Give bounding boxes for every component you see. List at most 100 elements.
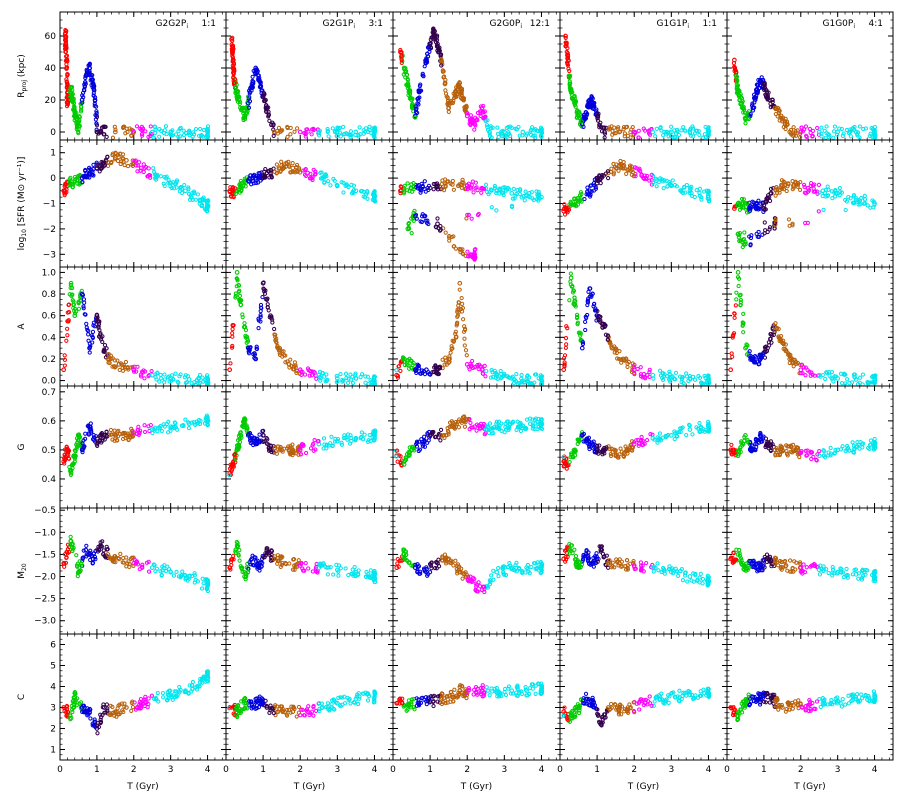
data-point	[501, 192, 506, 198]
data-point	[764, 196, 769, 201]
data-point	[242, 321, 247, 326]
data-point	[96, 162, 101, 167]
data-point	[414, 216, 419, 221]
data-point	[489, 205, 494, 210]
data-point	[705, 194, 710, 199]
data-point	[819, 131, 824, 136]
data-point	[480, 367, 485, 372]
data-point	[229, 194, 234, 199]
data-point	[579, 192, 584, 197]
data-point	[465, 111, 470, 116]
data-point	[568, 199, 573, 204]
data-point	[266, 114, 271, 119]
data-point	[777, 108, 782, 113]
data-point	[419, 214, 425, 219]
data-point	[768, 186, 774, 191]
data-point	[338, 134, 343, 139]
data-point	[303, 132, 308, 137]
data-point	[810, 128, 816, 133]
data-point	[348, 372, 353, 377]
panel-Rproj-1: 0 20 40 60 G2G2Pi 1:1	[45, 11, 227, 141]
panel-ratio: 12:1	[530, 19, 550, 29]
panels-layer: 0 20 40 60 G2G2Pi 1:1 G2G1Pi 3:1 G2G0Pi 12:1 G1G1P…	[34, 11, 894, 775]
data-point	[752, 105, 757, 110]
data-point	[515, 187, 520, 193]
data-point	[506, 131, 512, 136]
data-point	[107, 357, 112, 362]
data-point	[188, 193, 193, 198]
data-point	[72, 174, 78, 180]
data-point	[483, 118, 488, 124]
data-point	[563, 345, 568, 350]
data-point	[92, 97, 98, 103]
data-point	[262, 169, 267, 174]
data-point	[527, 190, 532, 196]
data-point	[605, 175, 611, 181]
data-point	[295, 126, 300, 131]
data-point	[177, 374, 182, 379]
data-point	[411, 184, 416, 190]
data-point	[581, 114, 586, 120]
data-point	[64, 29, 69, 34]
data-point	[567, 68, 572, 74]
data-point	[511, 186, 516, 191]
data-point	[823, 135, 828, 140]
data-point	[276, 125, 282, 130]
data-point	[251, 79, 256, 84]
data-point	[463, 348, 469, 353]
data-point	[539, 194, 544, 200]
data-point	[563, 336, 569, 341]
data-point	[697, 186, 703, 191]
data-point	[80, 100, 85, 105]
data-point	[707, 198, 712, 203]
data-point	[314, 376, 319, 381]
data-point	[447, 357, 452, 362]
data-point	[671, 135, 676, 140]
data-point	[696, 374, 701, 379]
data-point	[230, 322, 235, 328]
data-point	[326, 179, 331, 184]
data-point	[290, 165, 296, 171]
data-point	[806, 188, 812, 193]
data-point	[777, 190, 782, 195]
data-point	[517, 188, 523, 193]
data-point	[599, 129, 605, 134]
data-point	[509, 190, 515, 196]
data-point	[99, 125, 105, 130]
data-point	[94, 121, 99, 126]
data-point	[318, 378, 323, 383]
data-point	[230, 334, 235, 339]
data-point	[149, 368, 154, 374]
data-point	[200, 197, 206, 202]
data-point	[405, 181, 410, 186]
data-point	[230, 35, 235, 40]
data-point	[625, 133, 631, 138]
y-tick-label: 20	[45, 96, 57, 106]
data-point	[294, 162, 300, 168]
data-point	[65, 59, 70, 64]
data-point	[762, 220, 767, 225]
data-point	[565, 56, 570, 61]
data-point	[571, 202, 576, 207]
data-point	[406, 83, 411, 88]
data-point	[103, 124, 108, 129]
data-point	[230, 57, 235, 62]
data-point	[768, 191, 774, 196]
data-point	[682, 128, 687, 133]
data-point	[572, 94, 577, 99]
data-point	[852, 200, 857, 205]
data-point	[61, 367, 67, 373]
data-point	[434, 34, 440, 40]
data-point	[372, 197, 377, 203]
data-point	[831, 135, 836, 140]
panel-title: G2G1Pi	[323, 19, 356, 30]
data-point	[646, 131, 652, 136]
data-point	[754, 201, 760, 207]
data-point	[64, 46, 69, 51]
data-point	[582, 196, 587, 202]
data-point	[584, 192, 589, 197]
data-point	[151, 166, 156, 171]
data-point	[199, 203, 204, 209]
data-point	[576, 330, 582, 335]
data-point	[267, 118, 272, 123]
